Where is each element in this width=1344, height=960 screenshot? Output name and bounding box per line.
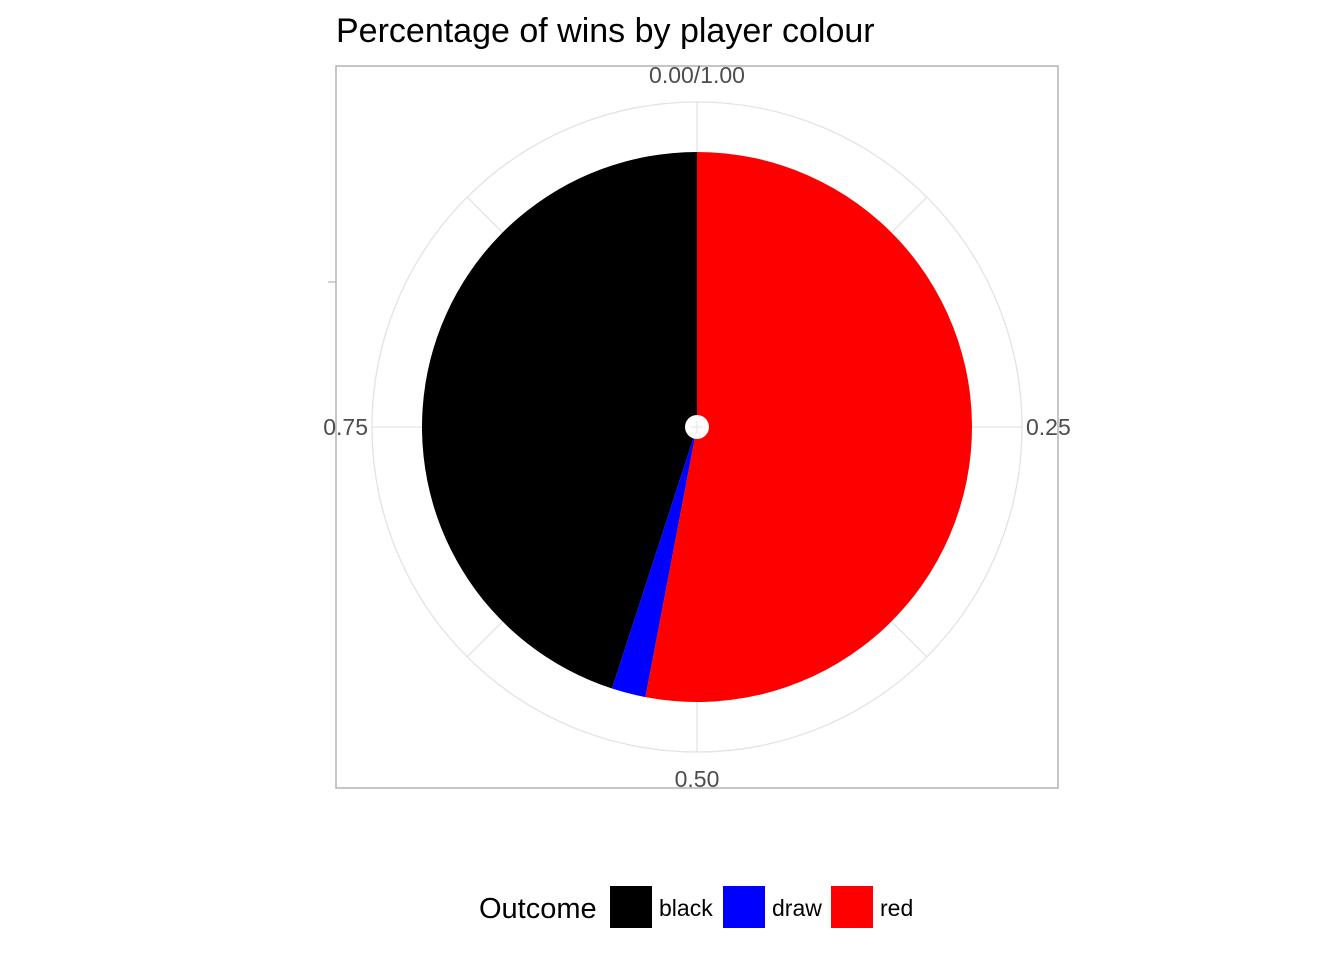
legend-title: Outcome bbox=[479, 893, 597, 925]
legend-label-black: black bbox=[659, 895, 713, 921]
theta-tick-labels: 0.00/1.00 0.25 0.50 0.75 bbox=[323, 62, 1071, 792]
legend-label-draw: draw bbox=[772, 895, 822, 921]
theta-tick-label: 0.00/1.00 bbox=[649, 62, 745, 88]
legend-key-black bbox=[610, 886, 652, 928]
chart-title: Percentage of wins by player colour bbox=[336, 12, 875, 50]
legend-items: black draw red bbox=[610, 886, 913, 928]
legend: Outcome black draw red bbox=[479, 886, 913, 928]
center-marker bbox=[685, 415, 709, 439]
pie-slice-red bbox=[645, 152, 972, 702]
legend-label-red: red bbox=[880, 895, 913, 921]
theta-tick-label: 0.75 bbox=[323, 414, 368, 440]
theta-tick-label: 0.50 bbox=[675, 766, 720, 792]
legend-key-draw bbox=[723, 886, 765, 928]
panel-border bbox=[335, 65, 1059, 789]
theta-tick-label: 0.25 bbox=[1026, 414, 1071, 440]
pie-slice-draw bbox=[612, 427, 697, 698]
legend-key-red bbox=[831, 886, 873, 928]
pie-slices bbox=[421, 152, 972, 702]
pie-slice-black bbox=[421, 152, 697, 689]
